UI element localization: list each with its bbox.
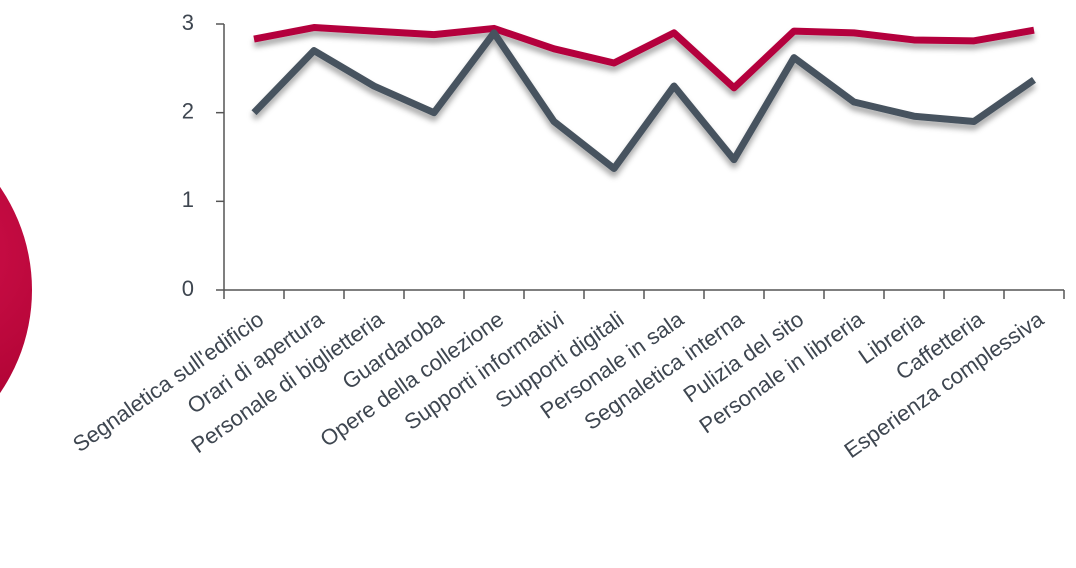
y-tick-label: 0 — [182, 276, 194, 301]
decorative-circle — [0, 186, 32, 394]
y-tick-label: 2 — [182, 98, 194, 123]
y-tick-label: 1 — [182, 187, 194, 212]
series-line — [253, 24, 1035, 92]
y-tick-label: 3 — [182, 10, 194, 35]
series-line — [251, 29, 1036, 173]
